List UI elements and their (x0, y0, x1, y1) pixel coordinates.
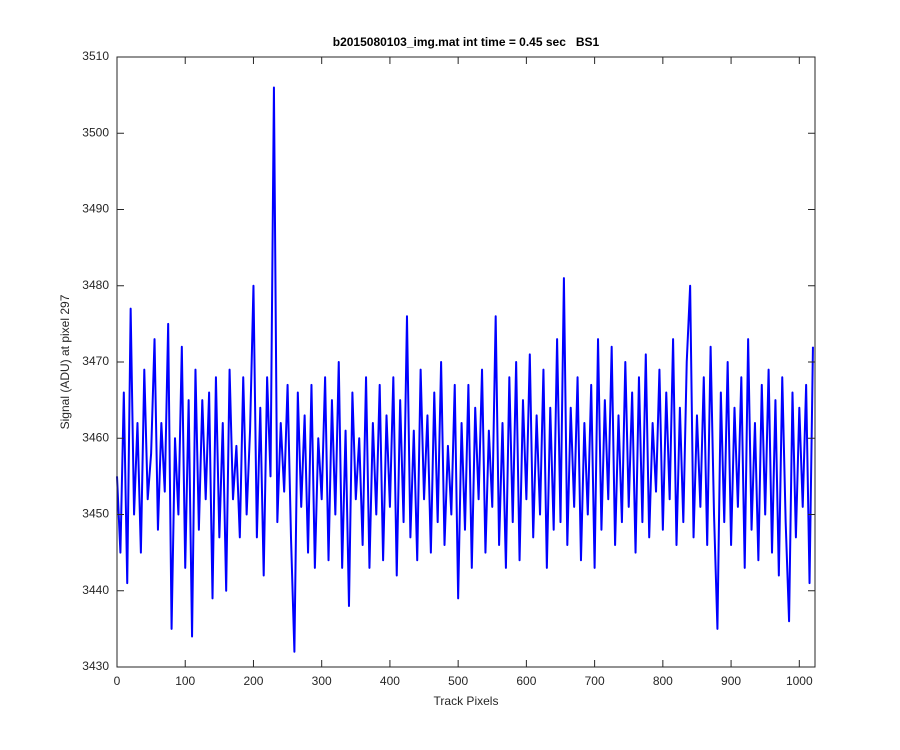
y-tick-label: 3480 (82, 278, 109, 292)
x-tick-label: 200 (243, 674, 263, 688)
x-tick-label: 800 (653, 674, 673, 688)
y-tick-label: 3500 (82, 125, 109, 139)
x-tick-label: 500 (448, 674, 468, 688)
x-tick-label: 700 (585, 674, 605, 688)
x-tick-label: 100 (175, 674, 195, 688)
y-tick-label: 3440 (82, 583, 109, 597)
x-tick-label: 1000 (786, 674, 813, 688)
x-tick-label: 300 (312, 674, 332, 688)
y-axis-label: Signal (ADU) at pixel 297 (58, 294, 72, 429)
x-tick-label: 0 (114, 674, 121, 688)
y-tick-label: 3490 (82, 202, 109, 216)
y-tick-label: 3510 (82, 49, 109, 63)
x-tick-label: 400 (380, 674, 400, 688)
data-line (116, 86, 814, 653)
x-tick-label: 900 (721, 674, 741, 688)
y-tick-label: 3460 (82, 430, 109, 444)
x-axis-label: Track Pixels (434, 694, 499, 708)
y-tick-label: 3450 (82, 507, 109, 521)
chart-title: b2015080103_img.mat int time = 0.45 sec … (333, 35, 600, 49)
x-tick-label: 600 (516, 674, 536, 688)
y-tick-label: 3430 (82, 659, 109, 673)
y-tick-label: 3470 (82, 354, 109, 368)
